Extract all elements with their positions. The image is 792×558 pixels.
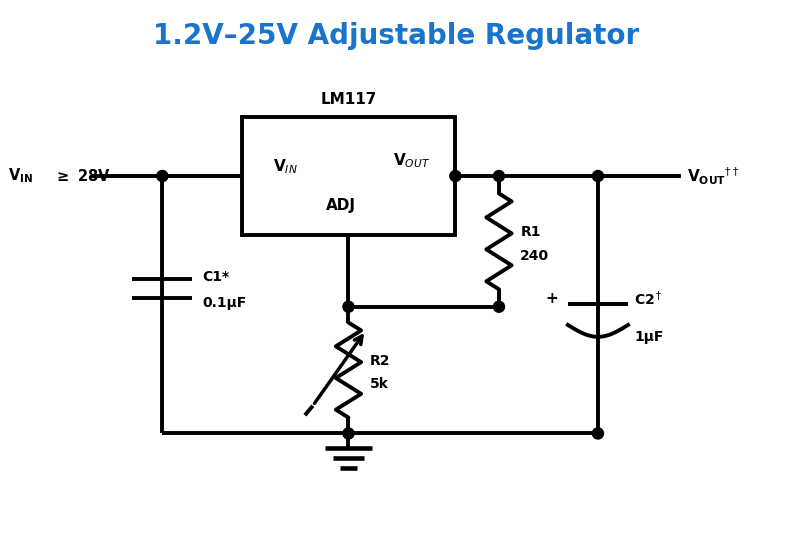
- Text: +: +: [546, 291, 558, 306]
- Circle shape: [493, 301, 505, 312]
- Bar: [242, 117, 455, 235]
- Text: V$_{IN}$: V$_{IN}$: [272, 157, 298, 176]
- Circle shape: [592, 171, 604, 181]
- Text: C1*: C1*: [202, 270, 229, 283]
- Text: 5k: 5k: [370, 377, 389, 391]
- Circle shape: [343, 301, 354, 312]
- Circle shape: [592, 428, 604, 439]
- Text: 1.2V–25V Adjustable Regulator: 1.2V–25V Adjustable Regulator: [153, 22, 639, 50]
- Text: V$_{OUT}$: V$_{OUT}$: [393, 151, 431, 170]
- Circle shape: [493, 171, 505, 181]
- Circle shape: [450, 171, 461, 181]
- Text: 240: 240: [520, 249, 550, 263]
- Circle shape: [157, 171, 168, 181]
- Text: LM117: LM117: [320, 92, 377, 107]
- Text: 0.1μF: 0.1μF: [202, 296, 246, 310]
- Text: R1: R1: [520, 225, 541, 239]
- Text: 1μF: 1μF: [634, 330, 664, 344]
- Text: ADJ: ADJ: [326, 198, 356, 213]
- Circle shape: [343, 428, 354, 439]
- Text: C2$^\dagger$: C2$^\dagger$: [634, 290, 663, 308]
- Text: $\mathbf{V_{OUT}}$$^{\dagger\dagger}$: $\mathbf{V_{OUT}}$$^{\dagger\dagger}$: [687, 165, 740, 187]
- Text: $\mathbf{\geq}$ 28V: $\mathbf{\geq}$ 28V: [54, 168, 111, 184]
- Text: $\mathbf{V_{IN}}$: $\mathbf{V_{IN}}$: [8, 167, 33, 185]
- Text: R2: R2: [370, 354, 390, 368]
